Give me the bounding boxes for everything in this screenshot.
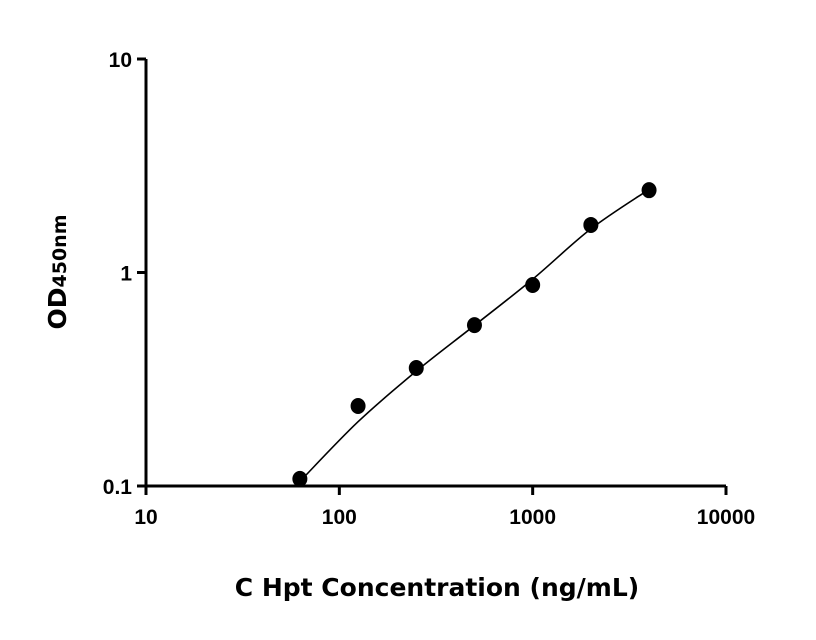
y-tick-label: 0.1 (103, 476, 133, 499)
data-point (408, 360, 424, 377)
data-point (292, 470, 308, 487)
data-point (583, 216, 599, 233)
x-tick-label: 10000 (697, 506, 755, 529)
x-tick-label: 1000 (509, 506, 556, 529)
data-point (466, 317, 482, 334)
x-tick-label: 100 (322, 506, 357, 529)
y-axis-title-sub: 450nm (49, 214, 71, 287)
y-tick-label: 10 (109, 49, 132, 72)
y-axis-title: OD450nm (43, 214, 72, 329)
data-point (641, 182, 657, 199)
x-tick-label: 10 (134, 506, 157, 529)
axes: 10 100 1000 10000 0.1 1 10 (103, 49, 755, 529)
data-point (350, 397, 366, 414)
data-points (292, 182, 657, 487)
y-axis-title-main: OD (43, 287, 72, 329)
fit-curve (299, 188, 650, 483)
x-axis-title: C Hpt Concentration (ng/mL) (235, 573, 639, 602)
y-tick-label: 1 (120, 263, 132, 286)
data-point (525, 276, 541, 293)
